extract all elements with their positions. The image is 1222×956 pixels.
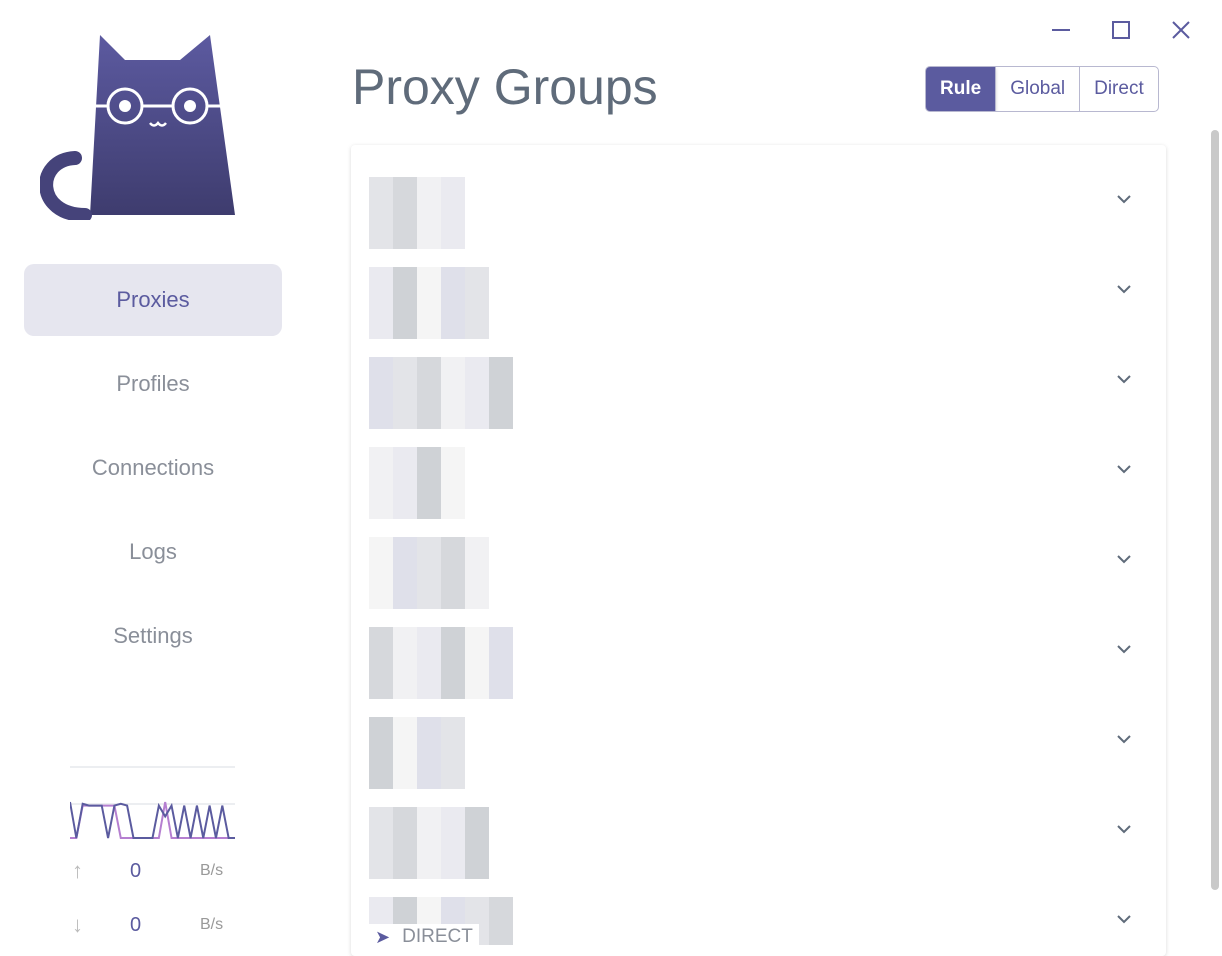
selected-proxy-name: DIRECT	[402, 926, 473, 947]
proxy-group-row[interactable]	[351, 785, 1166, 879]
mode-direct-button[interactable]: Direct	[1079, 67, 1158, 111]
chevron-down-icon[interactable]	[1114, 909, 1134, 929]
arrow-up-icon: ↑	[72, 858, 83, 883]
redacted-group-info	[369, 177, 537, 249]
upload-value: 0	[130, 859, 142, 882]
upload-speed: ↑ 0 B/s	[70, 858, 240, 884]
proxy-group-row[interactable]	[351, 425, 1166, 519]
download-value: 0	[130, 913, 142, 936]
proxy-group-row[interactable]	[351, 335, 1166, 429]
sidebar-item-logs[interactable]: Logs	[129, 539, 177, 564]
redacted-group-info	[369, 807, 537, 879]
page-title: Proxy Groups	[352, 59, 658, 115]
sidebar-item-proxies[interactable]: Proxies	[24, 264, 282, 336]
redacted-group-info	[369, 717, 537, 789]
redacted-group-info	[369, 447, 537, 519]
chevron-down-icon[interactable]	[1114, 729, 1134, 749]
chevron-down-icon[interactable]	[1114, 639, 1134, 659]
send-icon: ➤	[375, 926, 391, 947]
traffic-chart	[70, 801, 235, 839]
redacted-group-info	[369, 267, 537, 339]
mode-rule-button[interactable]: Rule	[926, 67, 996, 111]
minimize-icon[interactable]	[1049, 18, 1073, 42]
chevron-down-icon[interactable]	[1114, 189, 1134, 209]
proxy-group-row[interactable]	[351, 515, 1166, 609]
proxy-group-row[interactable]	[351, 155, 1166, 249]
scrollbar[interactable]	[1211, 130, 1219, 890]
upload-unit: B/s	[200, 862, 224, 879]
cat-logo	[40, 35, 235, 220]
graph-top-line	[70, 766, 235, 768]
proxy-groups-list: ➤ DIRECT	[351, 145, 1166, 956]
mode-switch: Rule Global Direct	[925, 66, 1159, 112]
arrow-down-icon: ↓	[72, 912, 83, 937]
sidebar-item-settings[interactable]: Settings	[113, 623, 193, 648]
chevron-down-icon[interactable]	[1114, 549, 1134, 569]
redacted-group-info	[369, 627, 537, 699]
maximize-icon[interactable]	[1109, 18, 1133, 42]
selected-proxy: ➤ DIRECT	[369, 924, 479, 950]
redacted-group-info	[369, 357, 537, 429]
mode-global-button[interactable]: Global	[995, 67, 1079, 111]
sidebar-item-profiles[interactable]: Profiles	[116, 371, 190, 396]
proxy-group-row[interactable]	[351, 695, 1166, 789]
redacted-group-info	[369, 537, 537, 609]
chevron-down-icon[interactable]	[1114, 369, 1134, 389]
chevron-down-icon[interactable]	[1114, 459, 1134, 479]
chevron-down-icon[interactable]	[1114, 279, 1134, 299]
proxy-group-row[interactable]	[351, 245, 1166, 339]
sidebar-item-connections[interactable]: Connections	[91, 455, 215, 480]
sidebar: Proxies Profiles Connections Logs Settin…	[0, 0, 305, 956]
close-icon[interactable]	[1169, 18, 1193, 42]
chevron-down-icon[interactable]	[1114, 819, 1134, 839]
traffic-graph: ↑ 0 B/s ↓ 0 B/s	[70, 766, 235, 937]
download-series-line	[70, 801, 235, 839]
download-speed: ↓ 0 B/s	[70, 912, 240, 938]
download-unit: B/s	[200, 916, 224, 933]
proxy-group-row[interactable]	[351, 605, 1166, 699]
